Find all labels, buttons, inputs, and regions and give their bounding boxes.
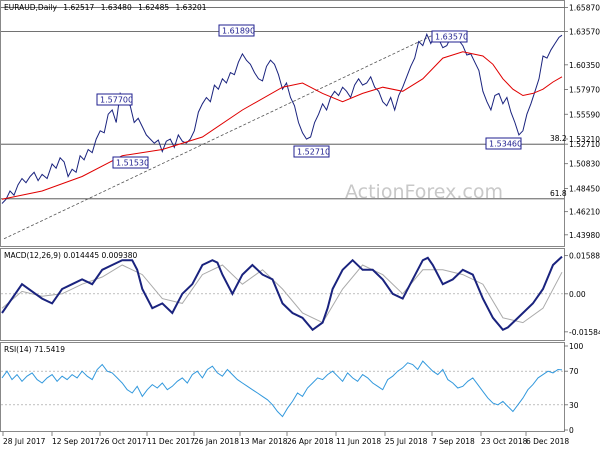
- x-tick-label-2: 26 Oct 2017: [100, 437, 147, 446]
- price-ytick-label-6: 1.52710: [569, 140, 600, 149]
- x-axis: 28 Jul 2017 12 Sep 2017 26 Oct 2017 11 Dec …: [2, 432, 569, 446]
- ohlc-low: 1.62485: [138, 3, 169, 12]
- price-series: [1, 32, 563, 204]
- price-ytick-label-3: 1.57970: [569, 86, 600, 95]
- x-tick-label-3: 11 Dec 2017: [147, 437, 195, 446]
- x-tick-label-6: 26 Apr 2018: [287, 437, 334, 446]
- price-panel-frame: [0, 0, 565, 247]
- rsi-layer: 100 70 30 0: [1, 342, 584, 435]
- level-box-text-3: 1.52710: [297, 148, 330, 157]
- rsi-series: [1, 360, 563, 418]
- x-tick-label-11: 6 Dec 2018: [526, 437, 569, 446]
- x-tick-label-4: 26 Jan 2018: [194, 437, 239, 446]
- level-box-0: [96, 93, 133, 106]
- price-ytick-label-2: 1.60350: [569, 61, 600, 70]
- rsi-title: RSI(14) 71.5419: [4, 345, 65, 354]
- fib-label-3: 61.8: [550, 189, 567, 198]
- macd-layer: 0.015887 0.00 -0.01584: [1, 252, 600, 337]
- x-tick-label-1: 12 Sep 2017: [52, 437, 100, 446]
- rsi-ytick-label-1: 70: [569, 367, 579, 376]
- ohlc-close: 1.63201: [176, 3, 207, 12]
- x-tick-label-8: 25 Jul 2018: [385, 437, 428, 446]
- price-layer: 38.2 61.8 1.57700 1.51530 1.61890 1.52710 1.63…: [1, 4, 600, 240]
- macd-title: MACD(12,26,9) 0.014445 0.009380: [4, 251, 138, 260]
- level-box-text-1: 1.51530: [116, 159, 149, 168]
- rsi-ytick-label-0: 100: [569, 342, 584, 351]
- level-box-text-4: 1.63570: [435, 33, 468, 42]
- x-tick-label-5: 13 Mar 2018: [240, 437, 288, 446]
- macd-series: [1, 255, 563, 332]
- price-ytick-label-5: 1.53210: [569, 135, 600, 144]
- macd-ytick-label-1: 0.00: [569, 290, 586, 299]
- level-box-4: [431, 30, 468, 43]
- price-ytick-label-4: 1.55590: [569, 110, 600, 119]
- macd-panel-frame: [0, 248, 565, 341]
- price-ytick-label-7: 1.50830: [569, 160, 600, 169]
- x-tick-label-7: 11 Jun 2018: [336, 437, 381, 446]
- trend-line: [3, 31, 441, 240]
- macd-ytick-label-0: 0.015887: [569, 252, 600, 261]
- level-box-1: [112, 156, 149, 169]
- symbol-label: EURAUD,Daily 1.62517 1.63480 1.62485 1.6…: [4, 3, 207, 12]
- level-box-2: [218, 24, 255, 37]
- level-box-text-0: 1.57700: [100, 96, 133, 105]
- watermark: ActionForex.com: [345, 181, 503, 203]
- x-tick-label-9: 7 Sep 2018: [432, 437, 475, 446]
- x-tick-label-10: 23 Oct 2018: [481, 437, 528, 446]
- fib-label-2: 38.2: [550, 134, 567, 143]
- level-box-5: [485, 137, 522, 150]
- symbol-name: EURAUD,Daily: [4, 3, 57, 12]
- level-box-3: [293, 145, 330, 158]
- x-tick-label-0: 28 Jul 2017: [3, 437, 46, 446]
- level-box-text-2: 1.61890: [222, 27, 255, 36]
- price-ytick-label-10: 1.43980: [569, 231, 600, 240]
- macd-ytick-label-2: -0.01584: [569, 328, 600, 337]
- price-ytick-label-9: 1.46210: [569, 208, 600, 217]
- sma-series: [1, 51, 563, 200]
- ohlc-high: 1.63480: [101, 3, 132, 12]
- level-box-text-5: 1.53460: [489, 140, 522, 149]
- price-ytick-label-8: 1.48450: [569, 184, 600, 193]
- ohlc-open: 1.62517: [63, 3, 94, 12]
- rsi-ytick-label-3: 0: [569, 426, 574, 435]
- price-ytick-label-0: 1.65870: [569, 4, 600, 13]
- rsi-ytick-label-2: 30: [569, 401, 579, 410]
- price-ytick-label-1: 1.63570: [569, 27, 600, 36]
